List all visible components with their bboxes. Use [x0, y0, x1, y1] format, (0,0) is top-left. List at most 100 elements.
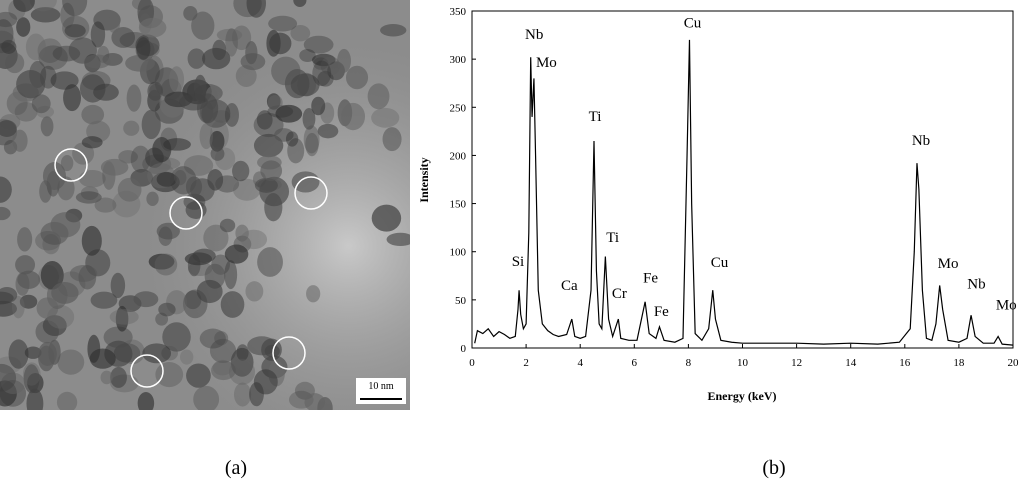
- particle: [117, 177, 142, 202]
- particle: [133, 291, 159, 308]
- particle: [264, 193, 283, 222]
- particle: [311, 96, 326, 116]
- particle: [337, 48, 351, 73]
- particle: [23, 364, 40, 394]
- particle: [233, 382, 252, 407]
- particle: [90, 21, 106, 48]
- peak-label: Cr: [612, 286, 627, 302]
- particle: [245, 281, 264, 302]
- particle: [19, 294, 38, 309]
- particle: [38, 341, 57, 366]
- particle: [79, 74, 106, 103]
- particle: [13, 0, 35, 12]
- particle: [17, 227, 33, 252]
- particle: [202, 47, 231, 70]
- particle: [186, 363, 211, 388]
- image-overlay: 10 nm: [54, 148, 406, 404]
- x-tick-label: 4: [577, 357, 583, 369]
- y-tick-label: 250: [450, 102, 467, 114]
- particle: [100, 370, 113, 385]
- x-axis-label: Energy (keV): [708, 389, 777, 403]
- x-tick-label: 2: [523, 357, 529, 369]
- particle: [303, 35, 334, 54]
- particle: [287, 138, 305, 164]
- particle: [156, 222, 180, 240]
- peak-label: Nb: [912, 133, 930, 149]
- particle: [224, 260, 238, 290]
- particle: [230, 347, 254, 377]
- particle: [81, 136, 103, 149]
- particle: [69, 264, 98, 282]
- particle: [16, 70, 46, 99]
- particle: [267, 95, 283, 111]
- particle: [110, 366, 127, 388]
- particle: [317, 123, 339, 139]
- peak-label: Ca: [561, 278, 578, 294]
- particle: [212, 359, 233, 376]
- particle: [8, 339, 29, 369]
- particle: [191, 11, 215, 40]
- particle: [367, 83, 390, 110]
- peak-label: Cu: [711, 255, 729, 271]
- particle: [1, 372, 26, 395]
- particle: [0, 114, 21, 130]
- particle: [80, 186, 99, 200]
- particle: [224, 102, 239, 127]
- particle-marker: [130, 354, 164, 388]
- particle: [246, 0, 266, 18]
- particle: [115, 305, 129, 332]
- particle: [203, 224, 229, 252]
- particle: [187, 48, 206, 69]
- particle: [31, 94, 51, 114]
- peak-label: Ti: [589, 109, 602, 125]
- particle: [35, 230, 62, 251]
- particle: [290, 24, 311, 42]
- particle: [192, 248, 216, 263]
- particle: [156, 171, 177, 187]
- particle: [141, 109, 161, 140]
- particle: [228, 358, 256, 385]
- particle: [25, 33, 46, 61]
- particle: [274, 128, 294, 142]
- particle: [126, 84, 142, 112]
- particle: [62, 0, 88, 17]
- particle: [118, 150, 138, 164]
- particle: [193, 385, 220, 410]
- particle-marker: [54, 148, 88, 182]
- particle: [275, 104, 303, 123]
- x-tick-label: 16: [899, 357, 911, 369]
- particle: [371, 204, 402, 232]
- x-tick-label: 18: [953, 357, 965, 369]
- particle: [89, 348, 116, 369]
- particle: [224, 244, 249, 264]
- particle: [130, 145, 151, 173]
- particle: [125, 54, 155, 72]
- particle: [51, 281, 79, 304]
- particle: [62, 15, 90, 41]
- x-tick-label: 10: [737, 357, 749, 369]
- particle: [30, 7, 61, 23]
- particle: [42, 162, 66, 190]
- particle: [26, 388, 44, 410]
- x-tick-label: 14: [845, 357, 857, 369]
- particle: [60, 155, 74, 172]
- particle: [216, 28, 243, 42]
- particle: [123, 120, 140, 136]
- particle: [110, 272, 126, 299]
- particle: [17, 270, 41, 289]
- particle: [109, 309, 139, 325]
- particle: [38, 45, 68, 70]
- peak-label: Nb: [525, 27, 543, 43]
- particle: [386, 232, 410, 247]
- particle: [235, 224, 249, 242]
- particle: [214, 331, 229, 346]
- panel-caption: (a): [225, 457, 247, 479]
- peak-label: Mo: [938, 256, 959, 272]
- peak-label: Mo: [536, 55, 557, 71]
- particle: [81, 225, 102, 256]
- spectrum-line: [474, 39, 1014, 346]
- particle: [261, 338, 282, 361]
- particle: [225, 28, 238, 57]
- particle: [180, 349, 194, 365]
